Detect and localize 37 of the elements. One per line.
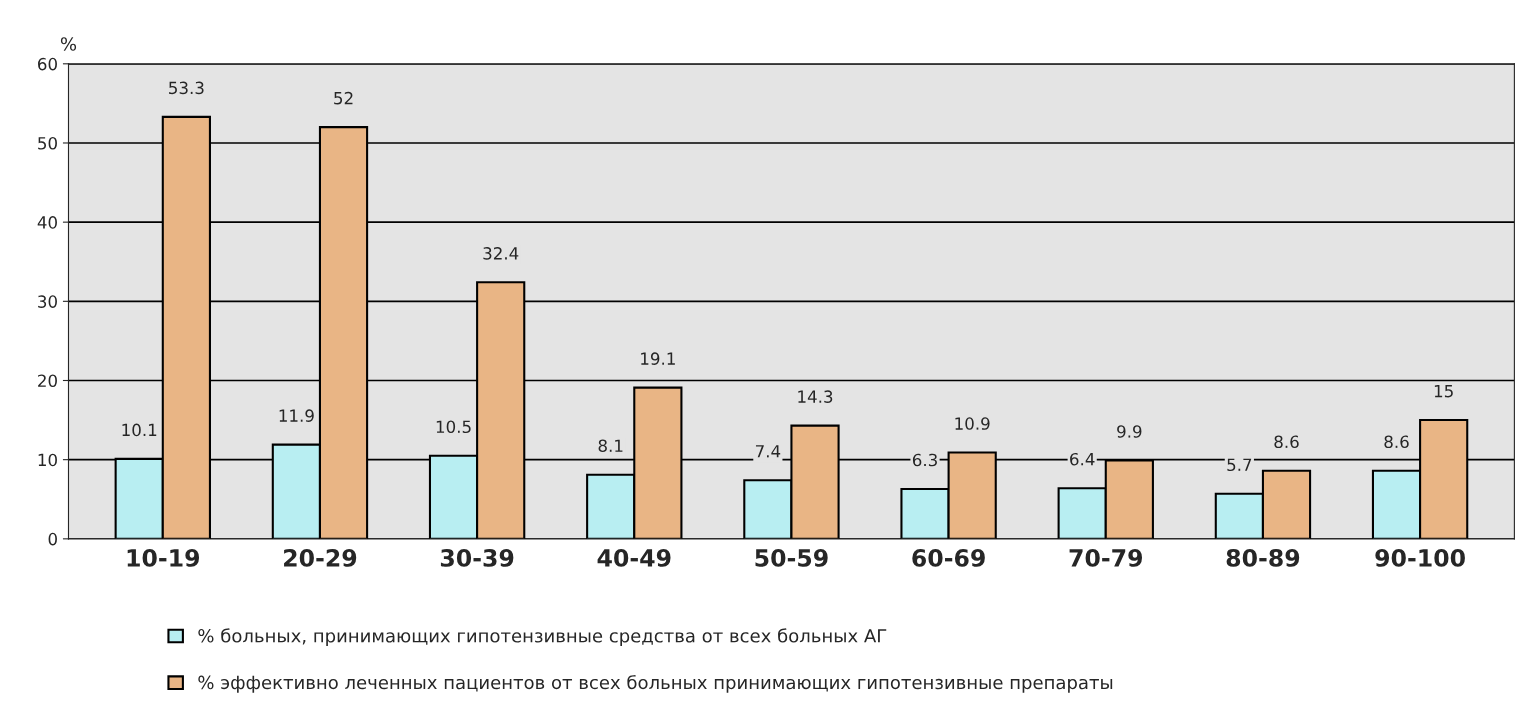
data-label: 10.5: [436, 420, 471, 434]
x-tick-label: 50-59: [755, 548, 828, 567]
x-tick-label: 90-100: [1375, 548, 1465, 567]
data-label: 15: [1434, 385, 1453, 398]
data-label: 6.3: [912, 453, 937, 467]
x-tick-label: 10-19: [127, 548, 200, 567]
y-tick-label: 10: [38, 453, 57, 467]
data-label: 6.4: [1070, 452, 1095, 466]
legend-label: % больных, принимающих гипотензивные средства от всех больных АГ: [198, 628, 887, 647]
x-tick-label: 70-79: [1069, 548, 1143, 567]
legend-label: % эффективно леченных пациентов от всех больных принимающих гипотензивные препараты: [198, 674, 1113, 693]
x-tick-label: 60-69: [912, 548, 985, 567]
x-tick-label: 20-29: [284, 548, 357, 567]
y-tick-label: 40: [37, 216, 57, 229]
y-tick-label: 60: [38, 57, 57, 71]
y-tick-label: 0: [48, 532, 57, 546]
data-label: 9.9: [1117, 425, 1142, 438]
data-label: 32.4: [483, 247, 519, 260]
data-label: 5.7: [1227, 458, 1252, 472]
x-tick-label: 40-49: [597, 548, 671, 567]
y-tick-label: 20: [38, 374, 57, 388]
y-tick-label: 50: [38, 136, 57, 150]
data-label: 19.1: [641, 352, 675, 365]
y-axis-title: %: [60, 37, 77, 51]
data-label: 8.6: [1274, 435, 1299, 449]
y-tick-label: 30: [38, 295, 57, 308]
data-label: 8.6: [1384, 435, 1409, 449]
data-label: 53.3: [169, 81, 204, 95]
data-label: 14.3: [798, 390, 833, 403]
x-tick-label: 30-39: [440, 548, 514, 567]
data-label: 7.4: [755, 445, 781, 458]
data-label: 10.9: [955, 417, 990, 430]
data-label: 11.9: [279, 409, 314, 422]
data-label: 52: [334, 91, 353, 105]
data-label: 8.1: [598, 439, 623, 453]
x-tick-label: 80-89: [1226, 548, 1300, 567]
data-label: 10.1: [122, 423, 157, 437]
